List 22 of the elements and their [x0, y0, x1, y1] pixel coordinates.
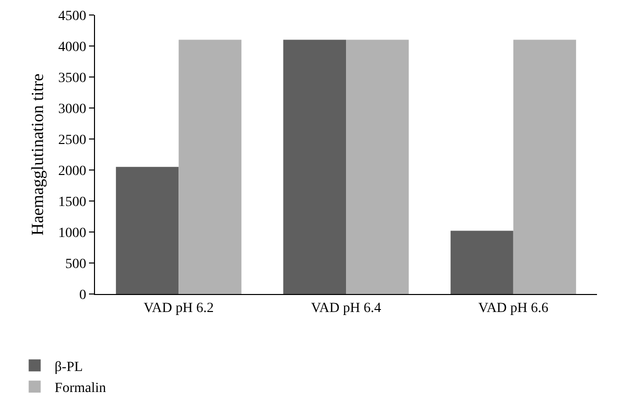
- bar: [513, 40, 576, 294]
- y-tick-label: 4500: [58, 8, 86, 24]
- y-tick-label: 3500: [58, 70, 86, 86]
- y-tick-label: 1000: [58, 226, 86, 241]
- y-tick-label: 3000: [58, 102, 86, 117]
- y-tick-label: 2000: [58, 164, 86, 179]
- bar: [450, 230, 514, 294]
- bar: [178, 40, 242, 294]
- legend-label: β-PL: [54, 360, 83, 375]
- y-axis-title: Haemagglutination titre: [28, 74, 47, 236]
- x-tick-label: VAD pH 6.2: [144, 300, 214, 316]
- bar: [346, 40, 409, 294]
- y-tick-label: 0: [79, 288, 86, 303]
- bar: [116, 166, 179, 294]
- x-tick-label: VAD pH 6.6: [478, 300, 548, 316]
- legend-label: Formalin: [54, 381, 106, 396]
- x-tick-label: VAD pH 6.4: [310, 300, 382, 316]
- y-tick-label: 2500: [58, 132, 86, 148]
- y-tick-label: 1500: [58, 194, 86, 210]
- y-tick-label: 500: [65, 256, 86, 272]
- y-tick-label: 4000: [58, 40, 86, 55]
- bar: [283, 40, 346, 294]
